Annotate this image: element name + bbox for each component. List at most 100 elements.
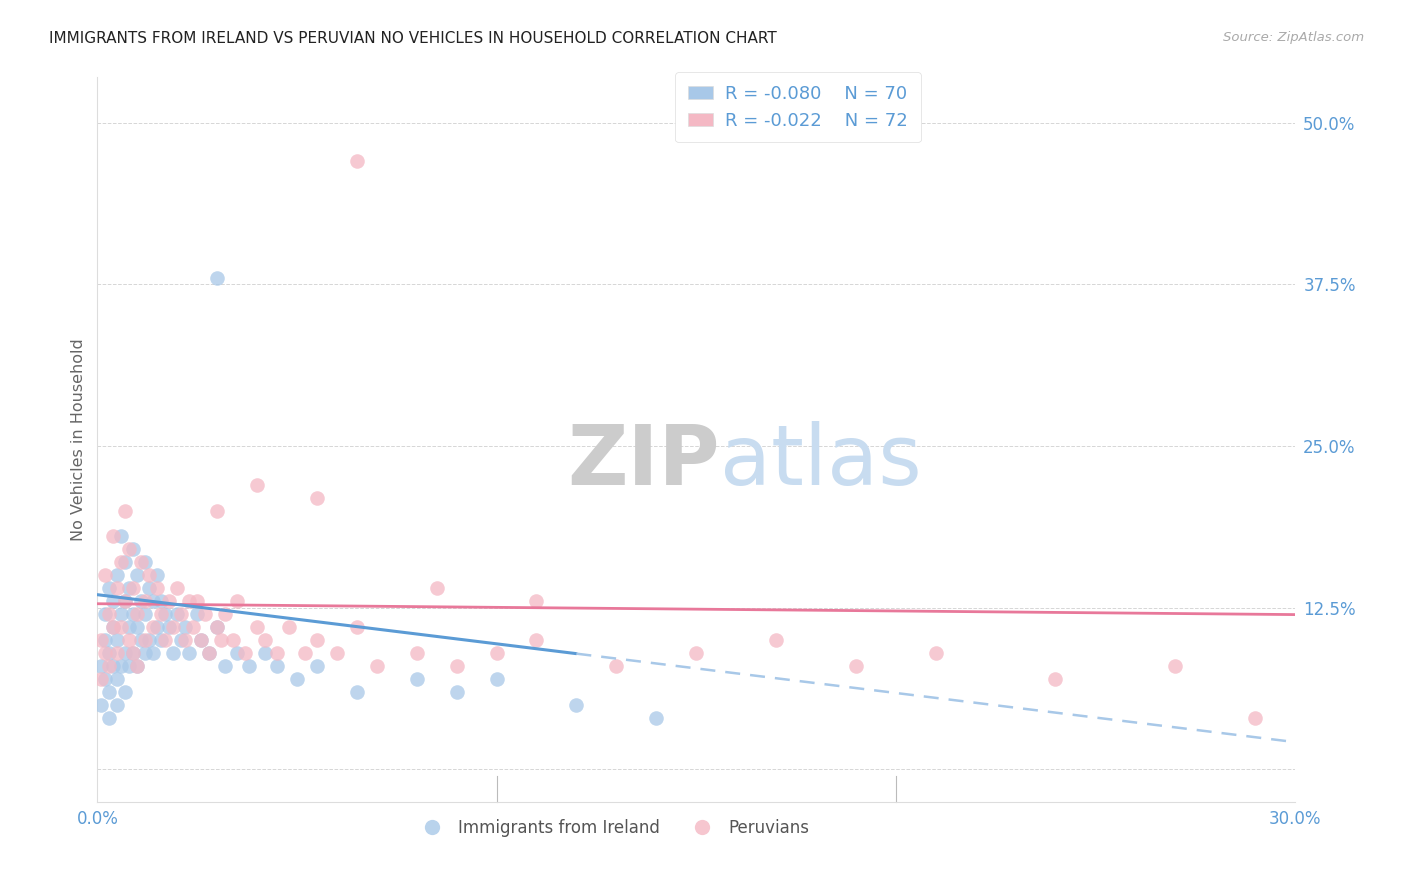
Point [446, 684, 468, 698]
Point [142, 594, 165, 608]
Point [150, 594, 173, 608]
Point [98, 658, 121, 673]
Point [166, 581, 188, 595]
Point [194, 607, 217, 621]
Point [114, 555, 136, 569]
Text: ZIP: ZIP [568, 421, 720, 501]
Text: Source: ZipAtlas.com: Source: ZipAtlas.com [1223, 31, 1364, 45]
Point [129, 594, 152, 608]
Point [105, 568, 128, 582]
Point [105, 672, 128, 686]
Point [253, 632, 276, 647]
Point [198, 646, 221, 660]
Point [170, 632, 193, 647]
Point [170, 607, 193, 621]
Point [305, 491, 328, 505]
Point [110, 555, 132, 569]
Point [205, 620, 228, 634]
Point [233, 646, 256, 660]
Point [118, 581, 141, 595]
Point [103, 620, 125, 634]
Point [346, 684, 368, 698]
Point [110, 658, 132, 673]
Point [103, 594, 125, 608]
Point [146, 620, 169, 634]
Point [685, 646, 707, 660]
Point [142, 620, 165, 634]
Point [226, 646, 249, 660]
Point [485, 672, 508, 686]
Text: atlas: atlas [720, 421, 922, 501]
Point [110, 529, 132, 543]
Point [485, 646, 508, 660]
Point [150, 632, 173, 647]
Point [127, 568, 149, 582]
Point [105, 581, 128, 595]
Point [526, 594, 548, 608]
Point [98, 710, 121, 724]
Point [105, 646, 128, 660]
Point [166, 607, 188, 621]
Point [114, 684, 136, 698]
Point [134, 607, 156, 621]
Text: IMMIGRANTS FROM IRELAND VS PERUVIAN NO VEHICLES IN HOUSEHOLD CORRELATION CHART: IMMIGRANTS FROM IRELAND VS PERUVIAN NO V… [49, 31, 778, 46]
Point [146, 581, 169, 595]
Point [103, 620, 125, 634]
Point [174, 620, 197, 634]
Point [98, 684, 121, 698]
Y-axis label: No Vehicles in Household: No Vehicles in Household [72, 338, 86, 541]
Point [157, 594, 180, 608]
Point [186, 594, 208, 608]
Point [266, 646, 288, 660]
Point [98, 646, 121, 660]
Point [155, 607, 177, 621]
Point [134, 632, 156, 647]
Point [190, 632, 212, 647]
Point [94, 646, 117, 660]
Point [94, 568, 117, 582]
Point [526, 632, 548, 647]
Point [138, 632, 160, 647]
Point [129, 632, 152, 647]
Point [127, 607, 149, 621]
Point [114, 594, 136, 608]
Legend: Immigrants from Ireland, Peruvians: Immigrants from Ireland, Peruvians [408, 813, 817, 844]
Point [278, 620, 301, 634]
Point [103, 529, 125, 543]
Point [122, 646, 145, 660]
Point [179, 646, 201, 660]
Point [845, 658, 868, 673]
Point [110, 620, 132, 634]
Point [90, 698, 112, 712]
Point [1045, 672, 1067, 686]
Point [305, 632, 328, 647]
Point [90, 658, 112, 673]
Point [246, 620, 269, 634]
Point [90, 672, 112, 686]
Point [122, 542, 145, 557]
Point [127, 658, 149, 673]
Point [134, 594, 156, 608]
Point [222, 632, 245, 647]
Point [226, 594, 249, 608]
Point [209, 632, 232, 647]
Point [214, 607, 236, 621]
Point [118, 658, 141, 673]
Point [405, 646, 427, 660]
Point [155, 632, 177, 647]
Point [98, 607, 121, 621]
Point [186, 607, 208, 621]
Point [114, 594, 136, 608]
Point [114, 646, 136, 660]
Point [94, 607, 117, 621]
Point [179, 594, 201, 608]
Point [118, 542, 141, 557]
Point [94, 672, 117, 686]
Point [426, 581, 449, 595]
Point [157, 620, 180, 634]
Point [366, 658, 388, 673]
Point [346, 620, 368, 634]
Point [294, 646, 316, 660]
Point [253, 646, 276, 660]
Point [238, 658, 260, 673]
